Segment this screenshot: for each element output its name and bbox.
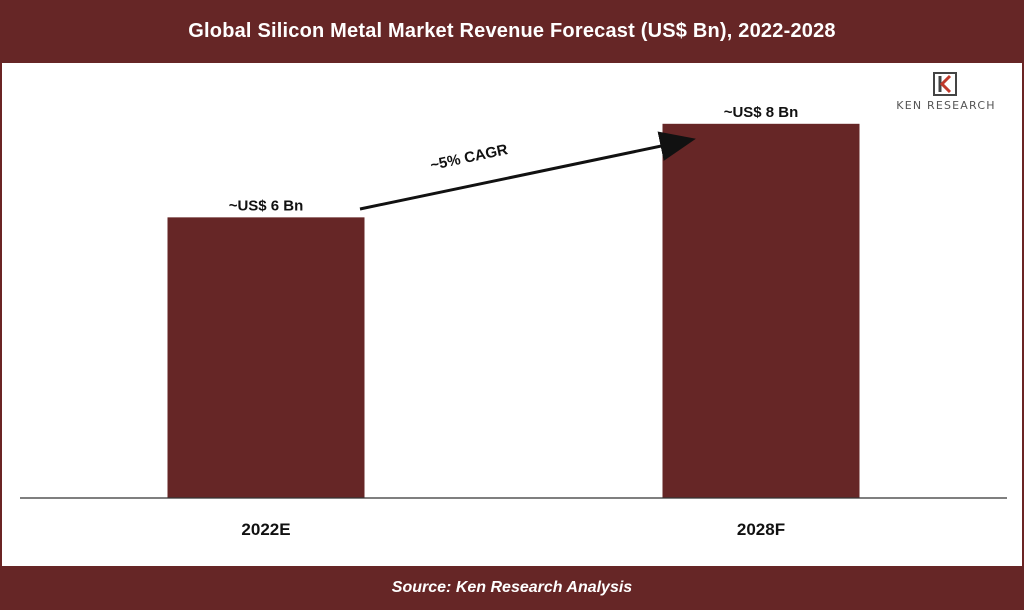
cagr-label: ~5% CAGR <box>429 141 510 174</box>
chart-title: Global Silicon Metal Market Revenue Fore… <box>188 20 836 42</box>
source-footer: Source: Ken Research Analysis <box>0 566 1024 610</box>
source-text: Source: Ken Research Analysis <box>391 579 633 596</box>
cagr-arrow <box>359 131 696 211</box>
labels-layer: ~US$ 6 Bn 2022E ~US$ 8 Bn 2028F <box>229 104 799 539</box>
x-tick-label-2028F: 2028F <box>737 520 785 539</box>
cagr-annotation: ~5% CAGR <box>359 131 696 211</box>
x-tick-label-2022E: 2022E <box>241 520 290 539</box>
data-label-2028F: ~US$ 8 Bn <box>724 104 799 121</box>
bars-layer <box>167 123 860 498</box>
chart-title-bar: Global Silicon Metal Market Revenue Fore… <box>0 0 1024 63</box>
data-label-2022E: ~US$ 6 Bn <box>229 197 304 214</box>
bar-2028F <box>662 123 860 498</box>
logo-text: KEN RESEARCH <box>896 99 996 112</box>
ken-research-logo: KEN RESEARCH <box>878 72 1014 116</box>
bar-2022E <box>167 217 365 498</box>
ken-research-k-icon <box>933 72 957 96</box>
